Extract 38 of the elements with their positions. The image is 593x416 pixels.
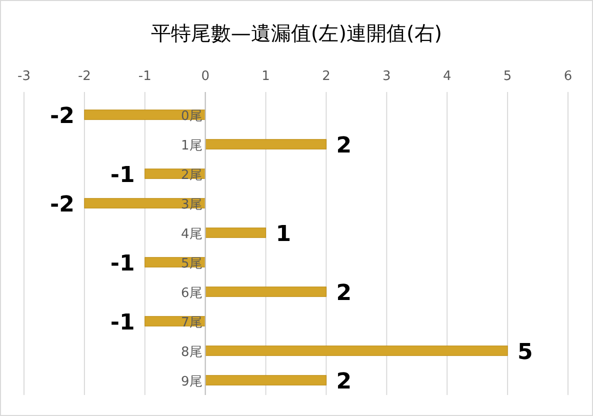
y-tick-label: 9尾 (181, 374, 202, 390)
data-label: 2 (336, 369, 352, 394)
data-label: -2 (50, 192, 74, 218)
data-label: -1 (110, 162, 135, 188)
x-tick-label: 1 (262, 69, 270, 84)
x-tick-label: 4 (442, 69, 452, 84)
y-tick-label: 2尾 (181, 168, 202, 183)
data-label: -1 (110, 251, 135, 276)
x-tick-label: 5 (503, 69, 512, 84)
x-tick-label: 2 (322, 69, 330, 84)
x-tick-label: 0 (201, 69, 210, 84)
y-tick-label: 1尾 (181, 138, 202, 154)
data-label: -2 (50, 104, 74, 129)
y-tick-label: 7尾 (181, 315, 202, 330)
data-label: 2 (336, 280, 352, 306)
bar (84, 110, 206, 120)
bar (205, 228, 266, 238)
x-tick-label: -1 (138, 69, 152, 84)
x-tick-label: 3 (382, 69, 391, 84)
x-tick-label: -2 (78, 69, 91, 84)
chart-title: 平特尾數—遺漏值(左)連開值(右) (150, 21, 442, 45)
bar (205, 346, 508, 356)
data-label: 5 (518, 340, 533, 365)
data-label: -1 (110, 310, 135, 336)
y-tick-label: 0尾 (181, 108, 202, 124)
bar (205, 375, 326, 386)
x-tick-label: -3 (18, 69, 30, 84)
y-tick-label: 6尾 (181, 286, 202, 301)
data-label: 2 (336, 133, 352, 158)
bar (205, 286, 326, 297)
bar (84, 198, 206, 208)
y-tick-label: 8尾 (181, 344, 202, 360)
bar (205, 139, 326, 150)
data-label: 1 (276, 222, 292, 247)
x-tick-label: 6 (564, 69, 572, 84)
y-tick-label: 4尾 (181, 226, 202, 242)
y-tick-label: 3尾 (181, 197, 202, 212)
y-tick-label: 5尾 (181, 256, 202, 272)
